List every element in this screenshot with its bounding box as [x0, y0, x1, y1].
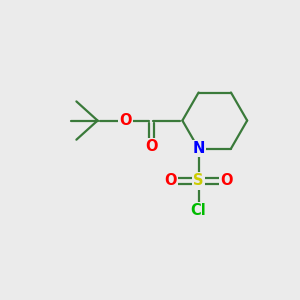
Text: Cl: Cl — [191, 203, 206, 218]
Text: N: N — [192, 141, 205, 156]
Text: O: O — [220, 173, 233, 188]
Text: O: O — [145, 139, 158, 154]
Text: O: O — [119, 113, 132, 128]
Text: O: O — [164, 173, 177, 188]
Text: S: S — [193, 173, 204, 188]
